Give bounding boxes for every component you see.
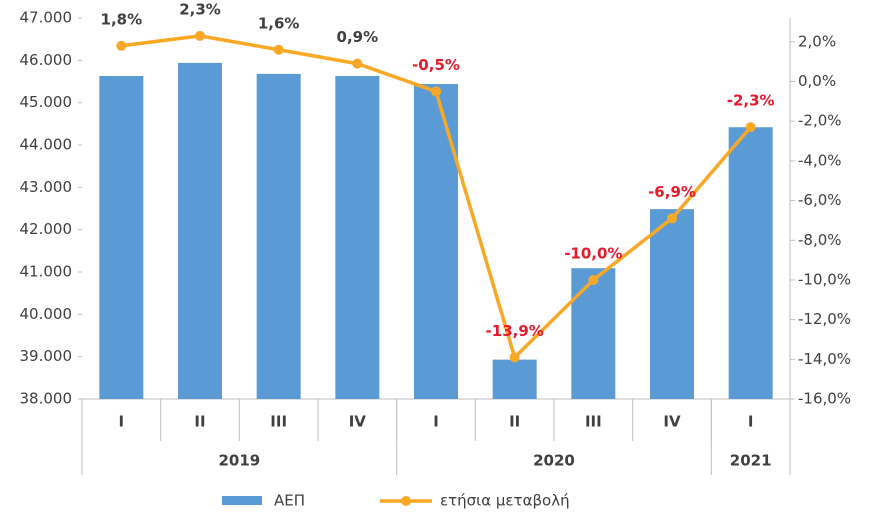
data-label: 1,6% — [258, 14, 300, 32]
x-tick-label: II — [194, 413, 205, 431]
y-tick-label: 43.000 — [20, 178, 73, 196]
y-tick-label: 39.000 — [20, 347, 73, 365]
y2-tick-label: -10,0% — [798, 270, 851, 288]
legend-swatch — [222, 496, 262, 505]
point — [195, 30, 205, 41]
bar — [335, 75, 380, 399]
point — [588, 274, 599, 285]
data-label: -13,9% — [486, 322, 544, 340]
y2-tick-label: -6,0% — [798, 191, 842, 209]
legend-label: ΑΕΠ — [274, 492, 305, 510]
bar — [414, 84, 458, 399]
y-tick-label: 46.000 — [20, 51, 73, 69]
bar — [650, 209, 694, 399]
y-tick-label: 40.000 — [20, 305, 73, 323]
bar — [728, 127, 773, 399]
y2-tick-label: -8,0% — [798, 231, 842, 249]
x-tick-label: IV — [349, 413, 367, 431]
x-tick-label: III — [585, 413, 602, 431]
bar — [178, 62, 222, 400]
y2-tick-label: 2,0% — [798, 32, 836, 50]
bar — [99, 75, 144, 399]
group-label: 2021 — [730, 452, 772, 470]
y-tick-label: 42.000 — [20, 220, 73, 238]
bar — [256, 73, 301, 399]
bar — [492, 359, 537, 399]
y-tick-label: 41.000 — [20, 263, 73, 281]
legend-swatch — [401, 496, 411, 506]
point — [273, 44, 284, 55]
data-label: -10,0% — [564, 244, 622, 262]
y2-tick-label: -14,0% — [798, 350, 851, 368]
group-label: 2020 — [533, 452, 575, 470]
y2-tick-label: 0,0% — [798, 72, 836, 90]
point — [431, 86, 441, 97]
point — [667, 213, 677, 224]
point — [509, 352, 520, 363]
data-label: -0,5% — [412, 56, 460, 74]
data-label: 1,8% — [101, 10, 143, 28]
y-tick-label: 44.000 — [20, 136, 73, 154]
data-label: 0,9% — [337, 28, 379, 46]
data-label: -6,9% — [648, 183, 696, 201]
legend-label: ετήσια μεταβολή — [440, 492, 570, 510]
y-tick-label: 38.000 — [20, 390, 73, 408]
x-tick-label: IV — [663, 413, 681, 431]
point — [745, 122, 756, 133]
data-label: -2,3% — [727, 92, 775, 110]
y2-tick-label: -4,0% — [798, 151, 842, 169]
x-tick-label: I — [119, 413, 125, 431]
data-label: 2,3% — [179, 0, 221, 18]
bar — [571, 268, 616, 399]
x-tick-label: I — [748, 413, 754, 431]
point — [116, 40, 127, 51]
x-tick-label: III — [270, 413, 287, 431]
point — [352, 58, 363, 69]
x-tick-label: II — [509, 413, 520, 431]
y2-tick-label: -16,0% — [798, 390, 851, 408]
x-tick-label: I — [433, 413, 439, 431]
y2-tick-label: -12,0% — [798, 310, 851, 328]
group-label: 2019 — [218, 452, 260, 470]
y-tick-label: 45.000 — [20, 93, 73, 111]
y2-tick-label: -2,0% — [798, 112, 842, 130]
y-tick-label: 47.000 — [20, 9, 73, 27]
